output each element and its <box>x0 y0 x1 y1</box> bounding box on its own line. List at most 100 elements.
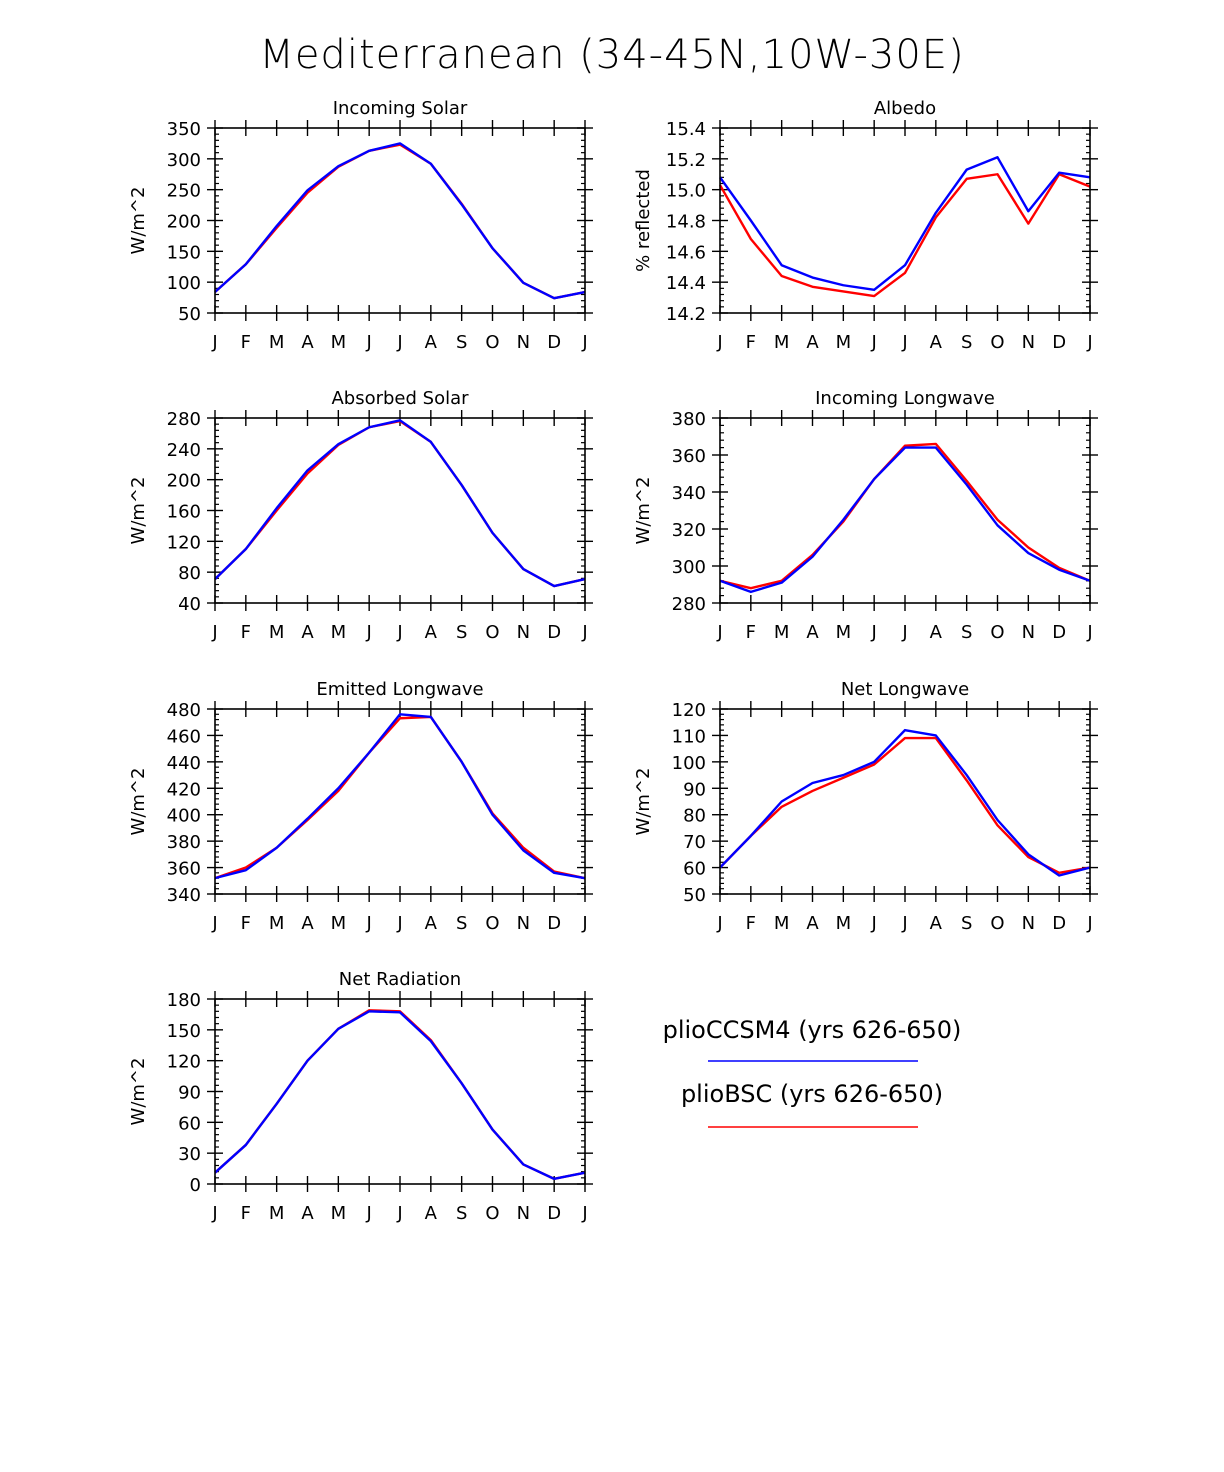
x-tick-label: F <box>241 622 251 643</box>
x-tick-label: N <box>517 332 530 353</box>
y-tick-label: 80 <box>178 563 201 584</box>
y-tick-label: 180 <box>167 990 201 1011</box>
x-tick-label: S <box>961 622 972 643</box>
x-tick-label: N <box>517 1203 530 1224</box>
y-tick-label: 14.8 <box>666 212 706 233</box>
y-tick-label: 150 <box>167 242 201 263</box>
y-tick-label: 100 <box>167 273 201 294</box>
x-tick-label: J <box>1086 332 1092 353</box>
y-tick-label: 480 <box>167 700 201 721</box>
x-tick-label: F <box>241 332 251 353</box>
panel-title: Incoming Solar <box>333 98 468 119</box>
x-tick-label: A <box>930 622 943 643</box>
x-tick-label: A <box>425 913 438 934</box>
x-tick-label: D <box>1052 913 1066 934</box>
x-tick-label: O <box>990 913 1004 934</box>
x-tick-label: F <box>746 622 756 643</box>
x-tick-label: A <box>806 622 819 643</box>
x-tick-label: A <box>806 332 819 353</box>
y-tick-label: 200 <box>167 471 201 492</box>
figure-title: Mediterranean (34-45N,10W-30E) <box>259 32 964 78</box>
x-tick-label: A <box>301 332 314 353</box>
panel-title: Absorbed Solar <box>331 388 469 409</box>
x-tick-label: A <box>930 332 943 353</box>
legend-label-pliocsm4: plioCCSM4 (yrs 626-650) <box>663 1016 962 1044</box>
x-tick-label: J <box>211 1203 217 1224</box>
y-tick-label: 280 <box>167 409 201 430</box>
y-tick-label: 110 <box>672 726 706 747</box>
y-tick-label: 340 <box>672 483 706 504</box>
x-tick-label: J <box>396 332 402 353</box>
y-tick-label: 120 <box>167 1052 201 1073</box>
x-tick-label: J <box>366 332 372 353</box>
x-tick-label: A <box>806 913 819 934</box>
x-tick-label: J <box>716 332 722 353</box>
panel-title: Incoming Longwave <box>815 388 995 409</box>
y-tick-label: 14.4 <box>666 273 706 294</box>
x-tick-label: M <box>331 1203 347 1224</box>
x-tick-label: N <box>1022 332 1035 353</box>
x-tick-label: S <box>961 332 972 353</box>
x-tick-label: M <box>836 332 852 353</box>
x-tick-label: J <box>871 332 877 353</box>
x-tick-label: S <box>961 913 972 934</box>
panel-title: Albedo <box>874 98 936 119</box>
x-tick-label: D <box>547 1203 561 1224</box>
y-tick-label: 380 <box>167 832 201 853</box>
x-tick-label: D <box>547 913 561 934</box>
x-tick-label: N <box>1022 913 1035 934</box>
x-tick-label: M <box>331 332 347 353</box>
panel-title: Net Longwave <box>841 679 969 700</box>
x-tick-label: F <box>746 913 756 934</box>
x-tick-label: N <box>517 622 530 643</box>
x-tick-label: J <box>396 913 402 934</box>
y-tick-label: 50 <box>178 304 201 325</box>
y-axis-label: W/m^2 <box>128 187 149 255</box>
x-tick-label: D <box>1052 332 1066 353</box>
y-tick-label: 15.4 <box>666 119 706 140</box>
plot-frame <box>214 998 586 1185</box>
y-tick-label: 400 <box>167 806 201 827</box>
y-tick-label: 200 <box>167 212 201 233</box>
y-tick-label: 90 <box>178 1083 201 1104</box>
y-tick-label: 120 <box>167 532 201 553</box>
x-tick-label: D <box>547 332 561 353</box>
y-tick-label: 120 <box>672 700 706 721</box>
plot-frame <box>214 708 586 895</box>
x-tick-label: A <box>930 913 943 934</box>
x-tick-label: O <box>485 1203 499 1224</box>
y-tick-label: 100 <box>672 753 706 774</box>
y-tick-label: 320 <box>672 520 706 541</box>
x-tick-label: M <box>269 622 285 643</box>
x-tick-label: F <box>241 1203 251 1224</box>
x-tick-label: A <box>301 913 314 934</box>
x-tick-label: A <box>301 1203 314 1224</box>
y-tick-label: 60 <box>178 1113 201 1134</box>
x-tick-label: J <box>581 332 587 353</box>
y-axis-label: W/m^2 <box>128 477 149 545</box>
y-tick-label: 0 <box>190 1175 201 1196</box>
y-tick-label: 300 <box>672 557 706 578</box>
y-tick-label: 160 <box>167 502 201 523</box>
x-tick-label: D <box>1052 622 1066 643</box>
y-tick-label: 80 <box>683 806 706 827</box>
x-tick-label: M <box>269 913 285 934</box>
x-tick-label: J <box>1086 913 1092 934</box>
y-axis-label: W/m^2 <box>633 477 654 545</box>
x-tick-label: J <box>211 622 217 643</box>
x-tick-label: J <box>396 622 402 643</box>
x-tick-label: J <box>396 1203 402 1224</box>
plot-frame <box>214 127 586 314</box>
x-tick-label: N <box>1022 622 1035 643</box>
y-axis-label: % reflected <box>633 169 654 272</box>
y-tick-label: 360 <box>167 859 201 880</box>
y-axis-label: W/m^2 <box>128 768 149 836</box>
x-tick-label: A <box>425 622 438 643</box>
